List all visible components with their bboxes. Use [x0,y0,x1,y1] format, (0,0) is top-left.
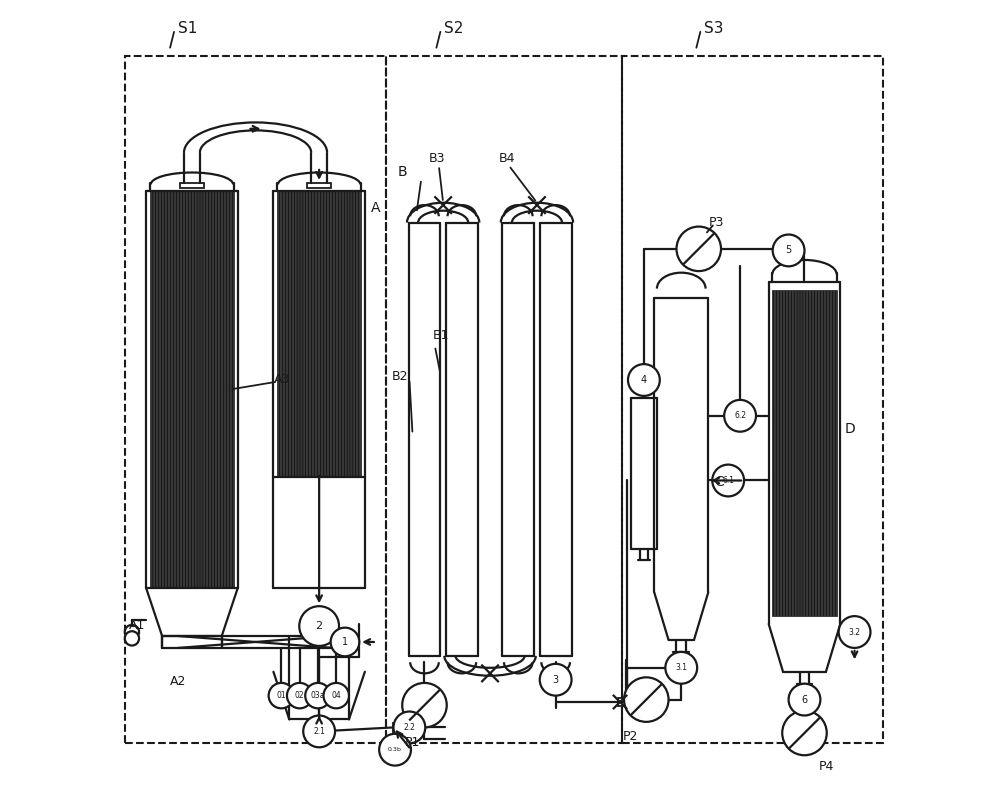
Text: A: A [371,200,381,215]
Text: 6.1: 6.1 [722,476,734,485]
Text: B3: B3 [428,153,445,165]
Text: A3: A3 [273,373,290,386]
Bar [180,183,204,188]
Text: 2.2: 2.2 [403,723,415,732]
Circle shape [624,677,669,722]
Circle shape [712,464,744,496]
Text: A1: A1 [129,619,145,632]
Circle shape [782,711,827,755]
Circle shape [540,664,572,696]
Text: A2: A2 [170,675,186,688]
Circle shape [676,227,721,271]
Circle shape [299,606,339,646]
Circle shape [269,683,294,708]
Text: P1: P1 [405,736,420,749]
Bar [622,56,883,743]
Text: P3: P3 [708,216,724,229]
Text: B: B [397,165,407,179]
Bar [772,290,837,616]
Circle shape [125,631,139,646]
Text: 4: 4 [641,375,647,385]
Text: 1: 1 [342,637,348,647]
Text: 6: 6 [801,695,808,704]
Text: D: D [844,422,855,436]
Bar [150,191,234,588]
Text: 04: 04 [331,691,341,700]
Circle shape [402,683,447,727]
Circle shape [773,235,804,266]
Bar [125,56,386,743]
Text: C: C [715,475,724,490]
Circle shape [665,652,697,684]
Text: P2: P2 [622,731,638,743]
Circle shape [303,716,335,747]
Circle shape [839,616,870,648]
Circle shape [331,628,359,657]
Text: 02: 02 [295,691,304,700]
Text: 2: 2 [316,621,323,631]
Text: 2.1: 2.1 [313,727,325,736]
Text: B1: B1 [433,329,450,342]
Bar [307,183,331,188]
Text: B2: B2 [392,370,408,383]
Text: 3.1: 3.1 [675,663,687,673]
Circle shape [125,625,139,639]
Circle shape [324,683,349,708]
Text: 6.2: 6.2 [734,411,746,421]
Text: S1: S1 [178,21,197,36]
Bar [386,56,622,743]
Text: B4: B4 [498,153,515,165]
Bar [618,698,626,706]
Text: S2: S2 [444,21,464,36]
Text: 0.3b: 0.3b [388,747,402,752]
Bar [277,191,361,477]
Circle shape [305,683,331,708]
Circle shape [379,734,411,766]
Text: 01: 01 [277,691,286,700]
Circle shape [789,684,820,716]
Text: S3: S3 [704,21,724,36]
Text: 5: 5 [785,246,792,255]
Text: P4: P4 [819,760,834,773]
Text: 3: 3 [553,675,559,684]
Text: 03a: 03a [311,691,325,700]
Circle shape [393,712,425,743]
Circle shape [724,400,756,432]
Circle shape [628,364,660,396]
Bar [393,723,403,732]
Text: 3.2: 3.2 [849,627,861,637]
Circle shape [287,683,312,708]
